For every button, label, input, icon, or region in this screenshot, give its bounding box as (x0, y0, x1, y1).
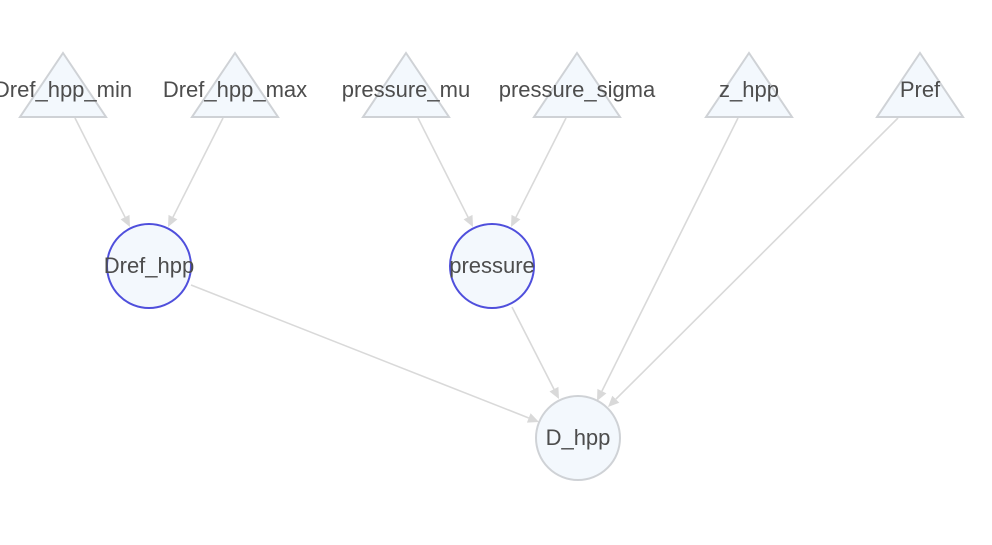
edge-pressure_mu-to-pressure (417, 117, 473, 227)
node-Dref_hpp_max[interactable]: Dref_hpp_max (163, 51, 307, 118)
edges-layer (74, 117, 899, 423)
edge-Pref-to-D_hpp (608, 117, 899, 407)
edge-z_hpp-to-D_hpp (597, 117, 739, 401)
triangle-node-icon (361, 51, 451, 118)
triangle-node-icon (18, 51, 108, 118)
node-label: D_hpp (546, 425, 611, 450)
edge-line (190, 284, 530, 419)
triangle-node-icon (190, 51, 280, 118)
edge-line (417, 117, 469, 218)
node-label: pressure (449, 253, 535, 278)
triangle-node-icon (532, 51, 622, 118)
node-label: Dref_hpp_min (0, 77, 132, 102)
edge-line (615, 117, 899, 400)
node-label: pressure_sigma (499, 77, 656, 102)
node-pressure_sigma[interactable]: pressure_sigma (499, 51, 656, 118)
node-label: Pref (900, 77, 941, 102)
node-label: Dref_hpp_max (163, 77, 307, 102)
circle-node-icon (449, 223, 535, 309)
edge-pressure-to-D_hpp (511, 306, 559, 399)
edge-line (172, 117, 224, 218)
nodes-layer: Dref_hpp_min Dref_hpp_max pressure_mu press… (0, 51, 965, 481)
node-D_hpp[interactable]: D_hpp (535, 395, 621, 481)
arrowhead-icon (168, 214, 178, 227)
edge-pressure_sigma-to-pressure (511, 117, 567, 227)
arrowhead-icon (597, 388, 607, 401)
node-pressure[interactable]: pressure (449, 223, 535, 309)
arrowhead-icon (549, 386, 559, 399)
arrowhead-icon (120, 214, 130, 227)
node-label: pressure_mu (342, 77, 470, 102)
edge-line (601, 117, 739, 392)
arrowhead-icon (526, 413, 539, 423)
triangle-node-icon (875, 51, 965, 118)
node-Pref[interactable]: Pref (875, 51, 965, 118)
node-Dref_hpp[interactable]: Dref_hpp (104, 223, 195, 309)
arrowhead-icon (511, 214, 521, 227)
circle-node-icon (535, 395, 621, 481)
node-label: z_hpp (719, 77, 779, 102)
node-label: Dref_hpp (104, 253, 195, 278)
edge-line (515, 117, 567, 218)
arrowhead-icon (463, 214, 473, 227)
edge-Dref_hpp_max-to-Dref_hpp (168, 117, 224, 227)
triangle-node-icon (704, 51, 794, 118)
edge-Dref_hpp-to-D_hpp (190, 284, 539, 423)
arrowhead-icon (608, 395, 620, 407)
node-z_hpp[interactable]: z_hpp (704, 51, 794, 118)
edge-Dref_hpp_min-to-Dref_hpp (74, 117, 130, 227)
circle-node-icon (106, 223, 192, 309)
node-pressure_mu[interactable]: pressure_mu (342, 51, 470, 118)
node-Dref_hpp_min[interactable]: Dref_hpp_min (0, 51, 132, 118)
edge-line (74, 117, 126, 218)
edge-line (511, 306, 555, 390)
